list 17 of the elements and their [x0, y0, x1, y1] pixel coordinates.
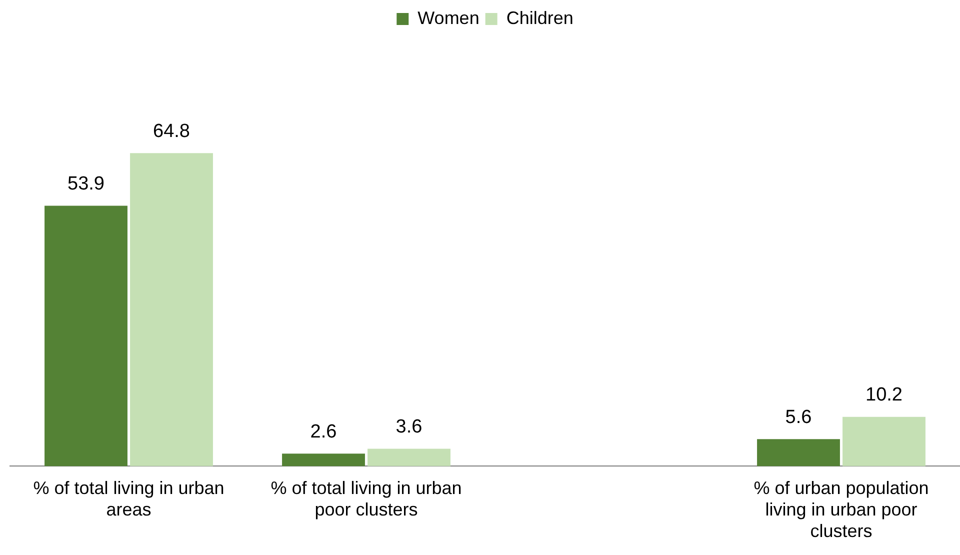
x-tick-label: % of urban population living in urban poor clusters [754, 478, 929, 542]
data-label: 2.6 [310, 421, 337, 442]
data-label: 53.9 [68, 174, 104, 195]
legend-label: Women [418, 8, 480, 28]
data-label: 3.6 [396, 416, 422, 438]
x-tick-label: % of total living in urban poor clusters [270, 478, 462, 520]
bar [282, 454, 365, 466]
data-label: 10.2 [866, 384, 902, 406]
bar [842, 416, 926, 466]
x-tick-label: % of total living in urban areas [33, 478, 224, 520]
bar [757, 439, 840, 466]
bar [130, 153, 213, 466]
data-label: 64.8 [153, 120, 190, 142]
data-label: 5.6 [785, 406, 812, 428]
bar [368, 448, 450, 466]
bar [44, 206, 128, 466]
legend-label: Children [506, 8, 574, 28]
